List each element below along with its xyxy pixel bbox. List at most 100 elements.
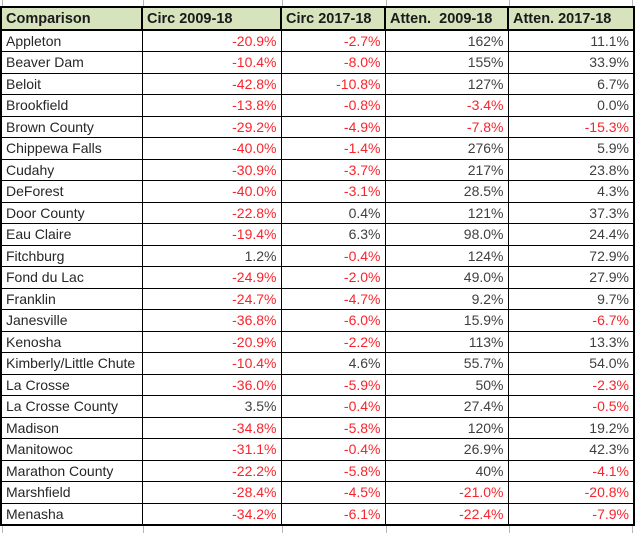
cell-value[interactable]: 0.0% [507,94,635,117]
cell-value[interactable]: -10.4% [141,352,282,375]
cell-value[interactable]: -30.9% [141,158,282,181]
cell-value[interactable]: -6.0% [280,309,386,332]
cell-value[interactable]: -0.5% [507,395,635,418]
cell-value[interactable]: -34.2% [141,502,282,525]
cell-value[interactable]: 24.4% [507,223,635,246]
cell-value[interactable]: 72.9% [507,244,635,267]
cell-value[interactable]: -28.4% [141,481,282,504]
cell-value[interactable]: 15.9% [384,309,509,332]
cell-library-name[interactable]: Cudahy [0,158,143,181]
cell-value[interactable]: -8.0% [280,51,386,74]
cell-value[interactable]: 1.2% [141,244,282,267]
cell-library-name[interactable]: Menasha [0,502,143,525]
cell-value[interactable]: -22.2% [141,459,282,482]
cell-value[interactable]: -20.9% [141,29,282,52]
cell-value[interactable]: -0.4% [280,438,386,461]
cell-library-name[interactable]: Kenosha [0,330,143,353]
cell-library-name[interactable]: Brown County [0,115,143,138]
cell-value[interactable]: 4.3% [507,180,635,203]
cell-value[interactable]: -20.9% [141,330,282,353]
cell-library-name[interactable]: Fond du Lac [0,266,143,289]
cell-library-name[interactable]: Appleton [0,29,143,52]
cell-value[interactable]: -4.9% [280,115,386,138]
cell-value[interactable]: -5.8% [280,459,386,482]
cell-value[interactable]: 50% [384,373,509,396]
cell-value[interactable]: -24.9% [141,266,282,289]
cell-value[interactable]: 54.0% [507,352,635,375]
cell-value[interactable]: -22.4% [384,502,509,525]
cell-value[interactable]: -7.8% [384,115,509,138]
cell-library-name[interactable]: Franklin [0,287,143,310]
cell-value[interactable]: 19.2% [507,416,635,439]
cell-value[interactable]: 26.9% [384,438,509,461]
column-header-atten-2009-18[interactable]: Atten. 2009-18 [384,6,509,31]
cell-value[interactable]: -6.1% [280,502,386,525]
cell-value[interactable]: -3.7% [280,158,386,181]
cell-library-name[interactable]: Beaver Dam [0,51,143,74]
cell-value[interactable]: -4.7% [280,287,386,310]
column-header-atten-2017-18[interactable]: Atten. 2017-18 [507,6,635,31]
cell-value[interactable]: 42.3% [507,438,635,461]
cell-value[interactable]: -29.2% [141,115,282,138]
cell-library-name[interactable]: Marathon County [0,459,143,482]
cell-value[interactable]: -3.4% [384,94,509,117]
cell-library-name[interactable]: Brookfield [0,94,143,117]
cell-library-name[interactable]: Janesville [0,309,143,332]
cell-value[interactable]: 55.7% [384,352,509,375]
cell-value[interactable]: 13.3% [507,330,635,353]
cell-value[interactable]: -0.4% [280,244,386,267]
cell-value[interactable]: 3.5% [141,395,282,418]
cell-value[interactable]: 127% [384,72,509,95]
cell-value[interactable]: -1.4% [280,137,386,160]
cell-value[interactable]: 6.7% [507,72,635,95]
cell-value[interactable]: 155% [384,51,509,74]
cell-value[interactable]: 162% [384,29,509,52]
cell-value[interactable]: -0.4% [280,395,386,418]
cell-value[interactable]: -40.0% [141,180,282,203]
cell-value[interactable]: -42.8% [141,72,282,95]
cell-value[interactable]: -2.2% [280,330,386,353]
cell-value[interactable]: 28.5% [384,180,509,203]
cell-value[interactable]: -40.0% [141,137,282,160]
cell-value[interactable]: -0.8% [280,94,386,117]
cell-value[interactable]: -24.7% [141,287,282,310]
cell-value[interactable]: -21.0% [384,481,509,504]
cell-library-name[interactable]: Kimberly/Little Chute [0,352,143,375]
column-header-comparison[interactable]: Comparison [0,6,143,31]
cell-value[interactable]: 113% [384,330,509,353]
cell-value[interactable]: 27.9% [507,266,635,289]
cell-value[interactable]: 4.6% [280,352,386,375]
cell-value[interactable]: 27.4% [384,395,509,418]
cell-value[interactable]: -4.5% [280,481,386,504]
cell-value[interactable]: 40% [384,459,509,482]
cell-value[interactable]: -3.1% [280,180,386,203]
cell-value[interactable]: -5.8% [280,416,386,439]
cell-library-name[interactable]: La Crosse County [0,395,143,418]
cell-value[interactable]: -5.9% [280,373,386,396]
cell-value[interactable]: 9.2% [384,287,509,310]
cell-value[interactable]: 5.9% [507,137,635,160]
cell-value[interactable]: -36.8% [141,309,282,332]
cell-value[interactable]: -22.8% [141,201,282,224]
cell-value[interactable]: 33.9% [507,51,635,74]
cell-value[interactable]: -15.3% [507,115,635,138]
cell-library-name[interactable]: Fitchburg [0,244,143,267]
cell-value[interactable]: 121% [384,201,509,224]
cell-value[interactable]: -10.4% [141,51,282,74]
cell-value[interactable]: 23.8% [507,158,635,181]
cell-library-name[interactable]: DeForest [0,180,143,203]
cell-library-name[interactable]: Door County [0,201,143,224]
cell-value[interactable]: -13.8% [141,94,282,117]
cell-value[interactable]: 37.3% [507,201,635,224]
cell-value[interactable]: 124% [384,244,509,267]
cell-value[interactable]: 98.0% [384,223,509,246]
cell-value[interactable]: -19.4% [141,223,282,246]
cell-value[interactable]: -34.8% [141,416,282,439]
cell-value[interactable]: -20.8% [507,481,635,504]
cell-value[interactable]: -2.3% [507,373,635,396]
cell-value[interactable]: -2.0% [280,266,386,289]
cell-library-name[interactable]: Marshfield [0,481,143,504]
cell-value[interactable]: -6.7% [507,309,635,332]
cell-value[interactable]: -4.1% [507,459,635,482]
cell-library-name[interactable]: Chippewa Falls [0,137,143,160]
